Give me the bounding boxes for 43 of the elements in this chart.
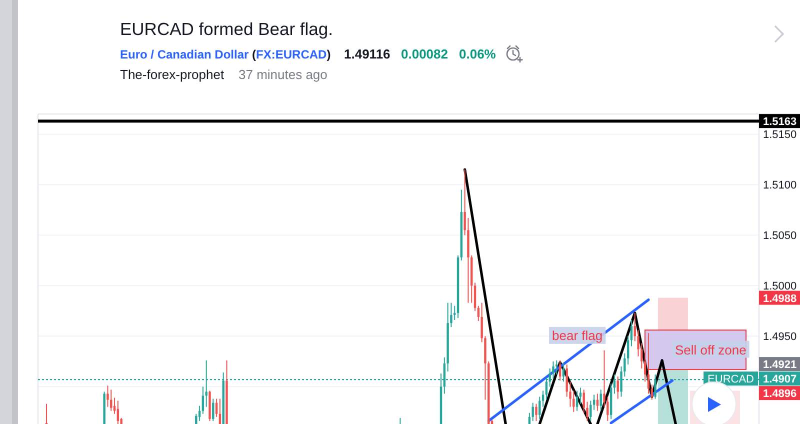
y-tick-label: 1.5150 bbox=[763, 129, 797, 142]
text: 37 minutes ago bbox=[238, 67, 328, 82]
text: 1.4896 bbox=[763, 388, 797, 400]
band-label: Sell off zone bbox=[675, 342, 746, 358]
candlestick bbox=[644, 354, 646, 382]
y-tick-label: 1.4950 bbox=[763, 331, 797, 344]
candlestick bbox=[650, 384, 653, 400]
text: 0.00082 bbox=[401, 46, 448, 62]
candlestick bbox=[582, 389, 585, 414]
text: The-forex-prophet bbox=[120, 67, 224, 82]
text: 1.4921 bbox=[763, 359, 797, 372]
annotation: EURCAD bbox=[708, 374, 754, 386]
candlestick bbox=[535, 403, 538, 422]
candlestick bbox=[195, 413, 198, 424]
candlestick bbox=[106, 385, 109, 408]
candlestick bbox=[202, 386, 204, 414]
candlestick bbox=[116, 400, 120, 424]
candlestick bbox=[558, 360, 562, 382]
candlestick bbox=[215, 398, 218, 418]
chart-subtitle: Euro / Canadian Dollar (FX:EURCAD) bbox=[120, 48, 331, 62]
y-tick-label: 1.5000 bbox=[763, 280, 797, 293]
ref-line-label: 1.4907 bbox=[763, 374, 797, 386]
candlestick bbox=[576, 390, 578, 412]
annotation: bear flag bbox=[552, 328, 603, 343]
y-tick-label: 1.5100 bbox=[763, 180, 797, 192]
candlestick bbox=[212, 398, 214, 422]
y-tick-label: 1.5050 bbox=[763, 230, 797, 242]
candlestick bbox=[630, 319, 633, 347]
text: 0.06% bbox=[459, 46, 496, 62]
text: 1.4988 bbox=[763, 292, 797, 305]
candlestick bbox=[218, 398, 222, 424]
candlestick bbox=[538, 396, 541, 420]
ref-line-label: 1.5163 bbox=[763, 116, 797, 128]
candlestick bbox=[532, 402, 534, 422]
candlestick bbox=[542, 390, 544, 408]
candlestick bbox=[474, 282, 476, 312]
candlestick bbox=[110, 389, 112, 412]
chart-title: EURCAD formed Bear flag. bbox=[120, 19, 333, 39]
candlestick bbox=[616, 376, 619, 400]
candlestick bbox=[647, 332, 650, 394]
candlestick bbox=[600, 389, 602, 410]
candlestick bbox=[572, 390, 575, 412]
text: 1.49116 bbox=[344, 46, 390, 62]
